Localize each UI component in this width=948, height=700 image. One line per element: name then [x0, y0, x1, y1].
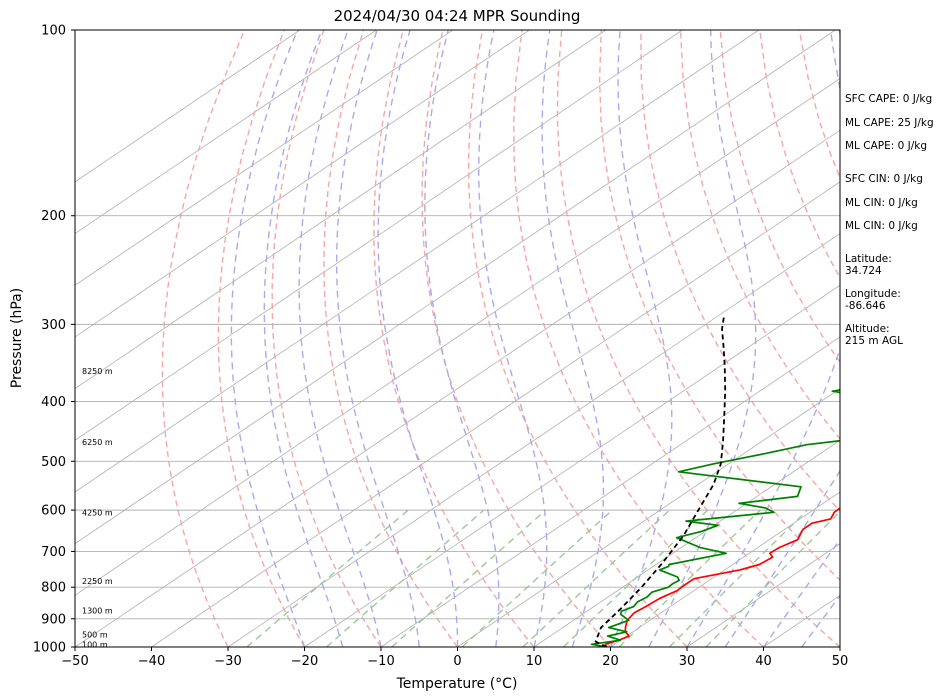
isotherm-line	[75, 30, 683, 441]
y-tick-label: 600	[41, 504, 66, 519]
x-tick-label: −40	[138, 654, 165, 669]
x-tick-label: 30	[679, 654, 696, 669]
annotation-text: ML CIN: 0 J/kg	[845, 220, 918, 232]
y-tick-label: 800	[41, 581, 66, 596]
moist-adiabat-line	[648, 30, 757, 647]
altitude-label: 500 m	[82, 631, 108, 640]
dry-adiabat-line	[271, 30, 382, 647]
isotherm-line	[457, 388, 840, 647]
y-tick-label: 1000	[33, 641, 66, 656]
annotation-text: Longitude:	[845, 288, 901, 300]
annotation-text: ML CIN: 0 J/kg	[845, 197, 918, 209]
annotation-text: SFC CAPE: 0 J/kg	[845, 93, 932, 105]
moist-adiabat-line	[686, 30, 840, 647]
moist-adiabat-line	[377, 30, 459, 647]
x-tick-label: 20	[602, 654, 619, 669]
moist-adiabat-line	[609, 30, 673, 647]
dry-adiabat-line	[217, 30, 306, 647]
mixing-ratio-line	[705, 510, 840, 647]
moist-adiabat-line	[724, 469, 840, 647]
y-tick-label: 200	[41, 209, 66, 224]
isotherm-line	[75, 78, 840, 596]
isotherm-line	[75, 30, 607, 390]
y-tick-label: 500	[41, 455, 66, 470]
altitude-label: 8250 m	[82, 367, 113, 376]
isotherm-line	[151, 181, 840, 647]
mixing-ratio-line	[461, 509, 613, 647]
x-tick-label: 0	[453, 654, 461, 669]
x-axis-label: Temperature (°C)	[396, 676, 518, 692]
isotherm-line	[380, 336, 840, 647]
dry-adiabat-line	[323, 30, 459, 647]
moist-adiabat-line	[477, 30, 548, 647]
dry-adiabat-line	[679, 30, 840, 440]
x-tick-label: 40	[755, 654, 772, 669]
isotherm-line	[75, 30, 377, 235]
y-tick-label: 900	[41, 612, 66, 627]
y-axis-ticks: 100 200 300 400 500 600 700 800 900 1000	[33, 24, 75, 656]
x-tick-label: 10	[526, 654, 543, 669]
isotherm-line	[227, 233, 840, 647]
x-tick-label: −50	[61, 654, 88, 669]
isotherm-line	[75, 30, 301, 183]
isotherm-line	[75, 30, 836, 545]
dry-adiabat-line	[513, 30, 764, 647]
annotation-text: Altitude:	[845, 323, 890, 335]
altitude-label: 1300 m	[82, 606, 113, 615]
y-axis-label: Pressure (hPa)	[9, 288, 25, 388]
isotherm-line	[75, 30, 760, 493]
moist-adiabat-line	[424, 30, 500, 647]
isotherm-line	[610, 491, 840, 647]
annotation-text: SFC CIN: 0 J/kg	[845, 173, 923, 185]
y-tick-label: 400	[41, 395, 66, 410]
annotation-text: Latitude:	[845, 253, 892, 265]
altitude-label: 4250 m	[82, 508, 113, 517]
isotherm-line	[533, 439, 840, 647]
moist-adiabat-line	[263, 30, 344, 647]
x-tick-label: −10	[367, 654, 394, 669]
y-tick-label: 100	[41, 24, 66, 39]
annotation-text: 34.724	[845, 265, 882, 277]
dry-adiabat-line	[719, 30, 840, 364]
isotherm-line	[75, 129, 840, 647]
isotherm-line	[686, 543, 840, 647]
dry-adiabat-line	[161, 30, 246, 647]
annotation-text: ML CAPE: 0 J/kg	[845, 140, 927, 152]
thermo-annotations: SFC CAPE: 0 J/kg ML CAPE: 25 J/kg ML CAPE:…	[845, 93, 934, 347]
dewpoint-trace	[590, 389, 840, 647]
annotation-text: -86.646	[845, 300, 886, 312]
moist-adiabat-line	[762, 538, 840, 647]
dry-adiabat-line	[373, 30, 535, 647]
dry-adiabat-line	[421, 30, 612, 647]
isotherm-line	[304, 284, 840, 647]
isotherm-line	[75, 30, 454, 286]
parcel-trace	[594, 316, 727, 647]
altitude-label: 6250 m	[82, 438, 113, 447]
x-axis-ticks: −50 −40 −30 −20 −10 0 10 20 30 40 50	[61, 647, 848, 669]
altitude-label: 2250 m	[82, 577, 113, 586]
moist-adiabat-line	[230, 30, 306, 647]
dry-adiabat-line	[467, 30, 688, 647]
dry-adiabat-line	[598, 30, 840, 581]
x-tick-label: −20	[291, 654, 318, 669]
mixing-ratio-line	[246, 509, 409, 647]
dry-adiabat-line	[556, 30, 840, 647]
temperature-trace	[604, 507, 840, 647]
isotherm-line	[75, 30, 530, 338]
mixing-ratio-line	[522, 509, 670, 647]
y-tick-label: 700	[41, 545, 66, 560]
y-tick-label: 300	[41, 318, 66, 333]
background-guide-lines	[75, 30, 840, 647]
annotation-text: ML CAPE: 25 J/kg	[845, 117, 934, 129]
altitude-label: 100 m	[82, 640, 108, 649]
moist-adiabat-line	[801, 594, 840, 647]
x-tick-label: 50	[832, 654, 849, 669]
annotation-text: 215 m AGL	[845, 335, 903, 347]
mixing-ratio-line	[391, 509, 547, 647]
chart-title: 2024/04/30 04:24 MPR Sounding	[334, 7, 581, 25]
x-tick-label: −30	[214, 654, 241, 669]
sounding-traces	[590, 316, 840, 647]
